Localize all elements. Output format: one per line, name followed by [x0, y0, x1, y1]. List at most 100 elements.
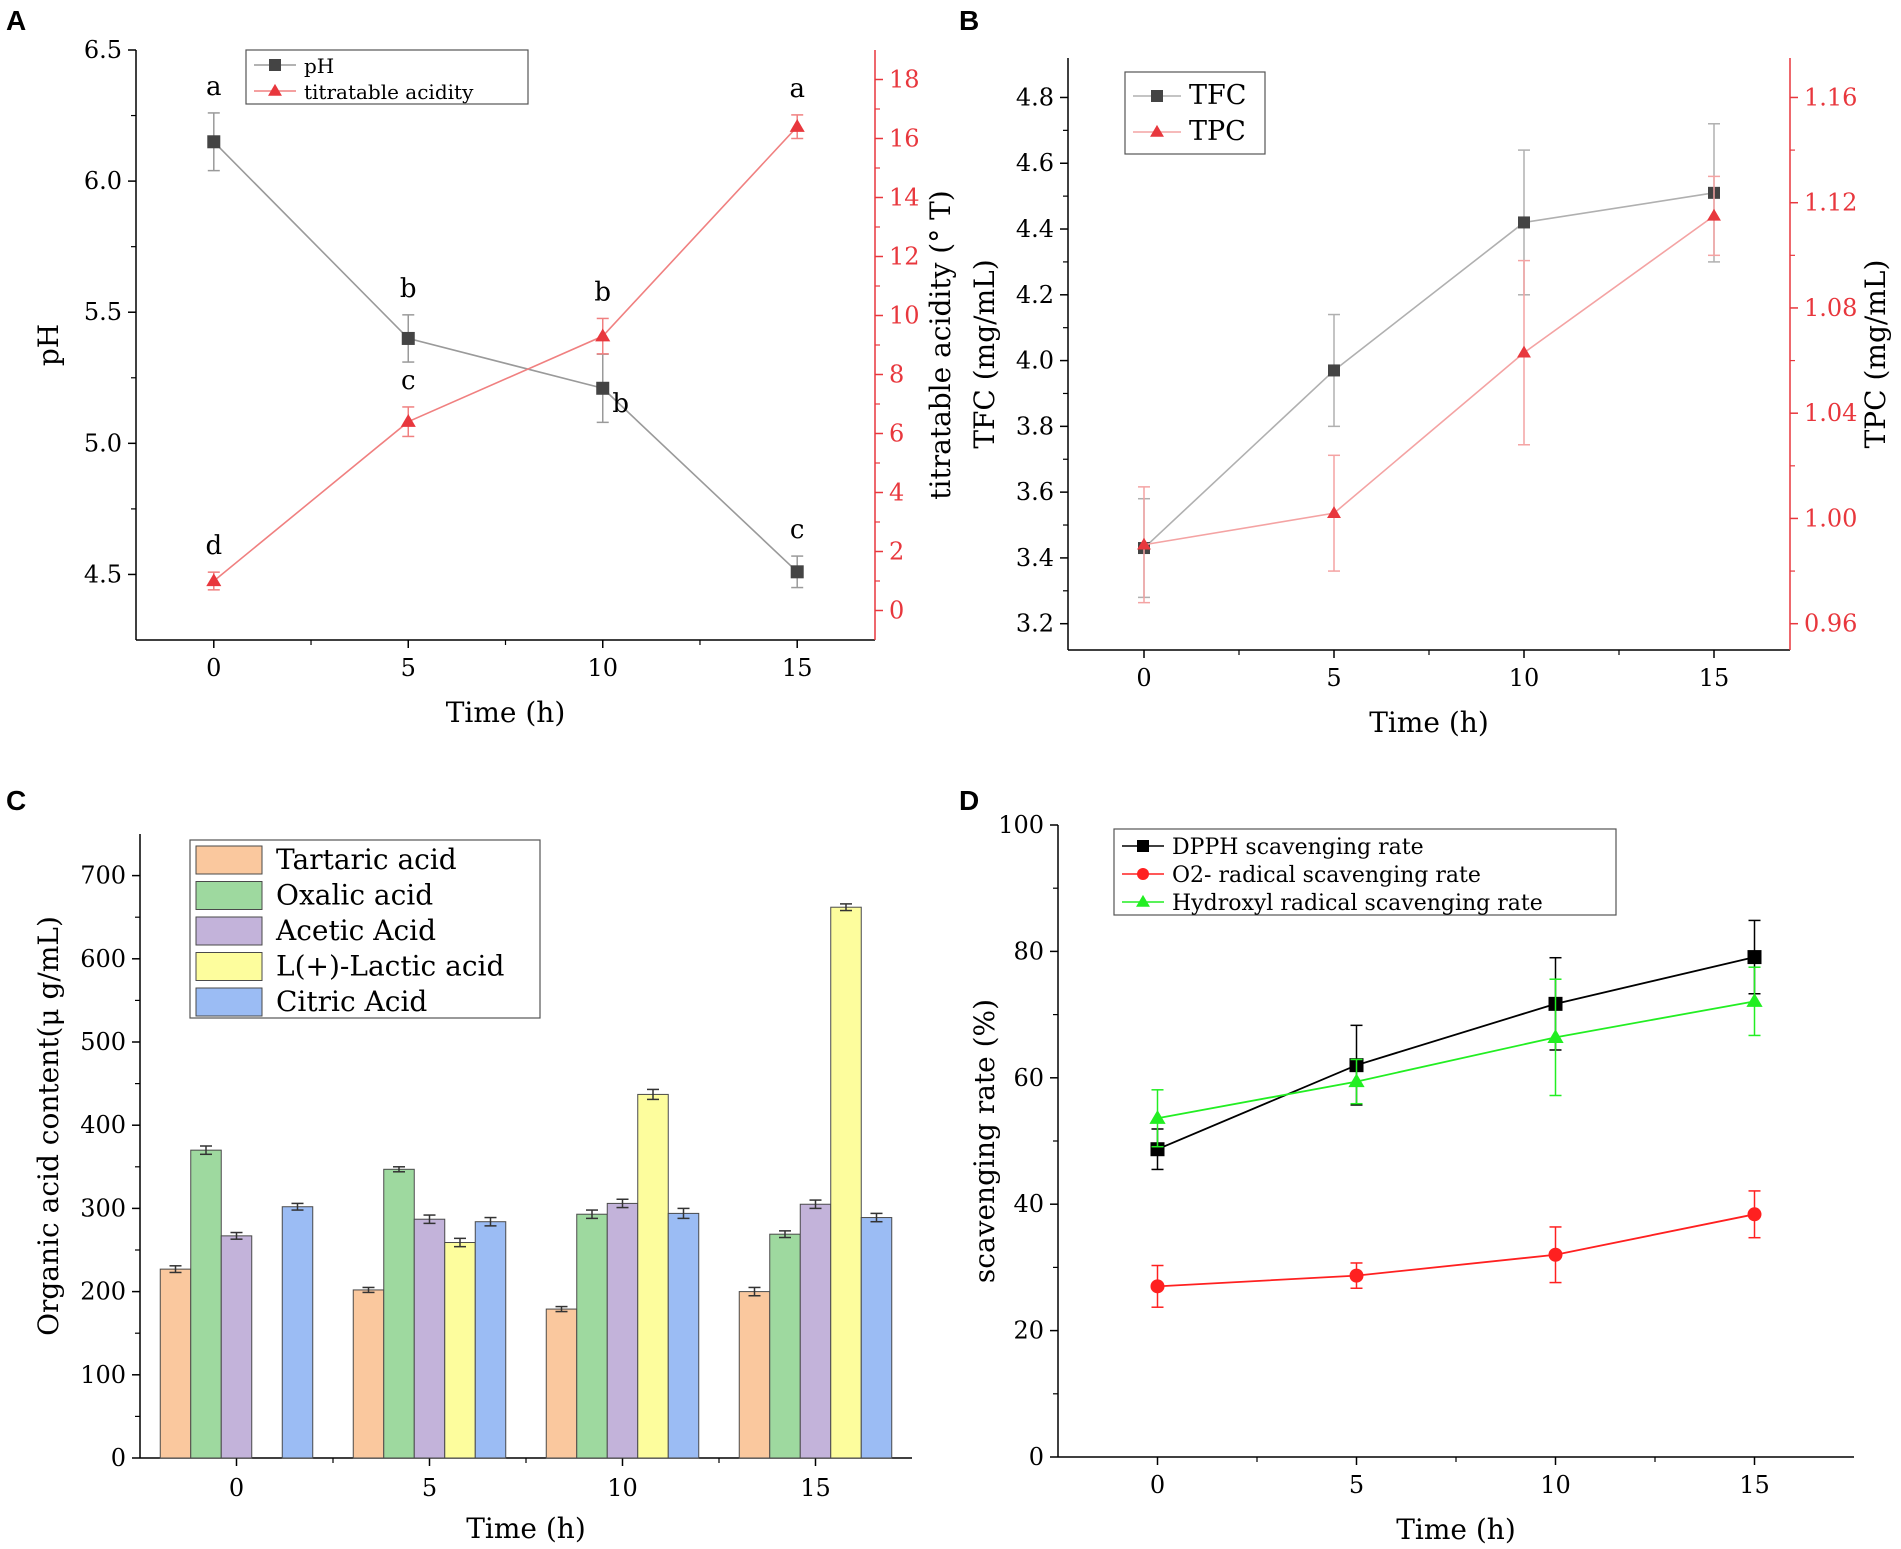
y-tick-label: 0	[1029, 1443, 1044, 1471]
legend-label: L(+)-Lactic acid	[276, 950, 504, 983]
x-axis-title: Time (h)	[1396, 1513, 1516, 1546]
data-point	[1518, 216, 1530, 229]
legend-label: DPPH scavenging rate	[1172, 835, 1424, 860]
y-tick-label: 4.0	[1016, 347, 1054, 375]
x-tick-label: 5	[1326, 664, 1341, 692]
significance-label: c	[401, 366, 416, 396]
x-tick-label: 0	[1136, 664, 1151, 692]
panel-a-chart: 0 5 10 15 4.5 5.0 5.5 6.0 6.5 0 2 4 6 8 10 12 14 16 18 Time…	[32, 36, 957, 729]
y-tick-label: 5.5	[84, 298, 122, 326]
y-tick-label: 6.0	[84, 167, 122, 195]
y-tick-label: 20	[1013, 1317, 1044, 1345]
data-point	[1137, 537, 1151, 550]
series-line	[213, 141, 798, 573]
data-point	[790, 565, 804, 579]
legend-label: TFC	[1189, 80, 1246, 111]
y-tick-label: 700	[80, 862, 126, 890]
x-tick-label: 10	[1540, 1471, 1571, 1499]
series-line	[1143, 192, 1715, 549]
bar	[738, 1291, 771, 1459]
series-line	[1157, 1000, 1755, 1120]
y-tick-label: 3.8	[1016, 412, 1054, 440]
data-point	[207, 135, 221, 149]
significance-label: c	[790, 515, 805, 545]
legend-label: pH	[304, 54, 334, 78]
y2-tick-label: 18	[889, 66, 920, 94]
data-point	[596, 381, 610, 395]
significance-label: b	[612, 389, 629, 419]
data-point	[1548, 1247, 1563, 1262]
x-tick-label: 15	[1739, 1471, 1770, 1499]
y2-tick-label: 4	[889, 479, 904, 507]
data-point	[1150, 1279, 1165, 1294]
x-tick-label: 5	[422, 1474, 437, 1502]
x-tick-label: 0	[1150, 1471, 1165, 1499]
x-axis-title: Time (h)	[1369, 706, 1489, 739]
y-tick-label: 100	[80, 1361, 126, 1389]
legend-label: Citric Acid	[276, 985, 427, 1018]
bar	[190, 1149, 222, 1459]
x-tick-label: 15	[1699, 664, 1730, 692]
data-point	[1348, 1073, 1365, 1088]
legend-swatch	[195, 845, 263, 875]
y-tick-label: 60	[1013, 1064, 1044, 1092]
bar	[281, 1206, 314, 1459]
panel-letter-d: D	[959, 785, 979, 816]
significance-label: a	[789, 74, 805, 104]
legend-box	[1113, 828, 1617, 916]
y-axis-title: Organic acid content(μ g/mL)	[32, 916, 65, 1336]
bar	[576, 1213, 608, 1459]
y2-tick-label: 16	[889, 125, 920, 153]
x-tick-label: 0	[206, 654, 221, 682]
y-tick-label: 0	[111, 1444, 126, 1472]
y2-tick-label: 0.96	[1804, 610, 1857, 638]
legend-marker	[1137, 840, 1149, 852]
legend-marker	[1137, 868, 1149, 880]
panel-c-chart: 0 100 200 300 400 500 600 700 0 5 10 15 Time (h) Orga…	[32, 834, 912, 1545]
y2-tick-label: 1.00	[1804, 504, 1857, 532]
y-tick-label: 4.4	[1016, 215, 1054, 243]
panel-d-chart: 0 5 10 15 0 20 40 60 80 100 Time (h) scavenging rat…	[968, 811, 1854, 1546]
bar	[545, 1308, 578, 1459]
x-tick-label: 15	[800, 1474, 831, 1502]
legend-label: Acetic Acid	[275, 914, 436, 947]
panel-letter-b: B	[959, 5, 979, 36]
legend-label: titratable acidity	[304, 80, 474, 104]
panel-letter-a: A	[6, 5, 26, 36]
legend-marker	[269, 59, 281, 71]
legend-box	[245, 49, 529, 105]
y2-tick-label: 1.12	[1804, 189, 1857, 217]
y-tick-label: 6.5	[84, 36, 122, 64]
y-tick-label: 5.0	[84, 429, 122, 457]
bar	[830, 906, 862, 1459]
legend-marker	[268, 83, 282, 96]
data-point	[1327, 506, 1341, 518]
y-tick-label: 3.6	[1016, 478, 1054, 506]
data-point	[1547, 1029, 1564, 1043]
y-tick-label: 200	[80, 1278, 126, 1306]
legend-swatch	[195, 881, 263, 910]
bar	[799, 1203, 832, 1459]
y2-tick-label: 0	[889, 597, 904, 625]
y-tick-label: 500	[80, 1028, 126, 1056]
x-tick-label: 5	[1349, 1471, 1364, 1499]
x-tick-label: 15	[782, 654, 813, 682]
legend-swatch	[195, 987, 263, 1017]
y-axis-title: scavenging rate (%)	[968, 999, 1001, 1283]
legend-box	[1124, 71, 1266, 155]
data-point	[595, 328, 611, 342]
legend-marker	[1136, 894, 1150, 907]
y-tick-label: 400	[80, 1111, 126, 1139]
significance-label: a	[206, 72, 222, 102]
panel-letter-c: C	[6, 785, 26, 816]
y-tick-label: 4.2	[1016, 281, 1054, 309]
data-point	[789, 119, 805, 132]
y2-axis-title: TPC (mg/mL)	[1859, 260, 1892, 449]
data-point	[206, 573, 222, 587]
significance-label: b	[400, 274, 417, 304]
legend-label: TPC	[1189, 116, 1246, 147]
y2-tick-label: 12	[889, 243, 920, 271]
bar	[413, 1218, 446, 1459]
series-line	[213, 126, 798, 582]
data-point	[1517, 345, 1531, 358]
